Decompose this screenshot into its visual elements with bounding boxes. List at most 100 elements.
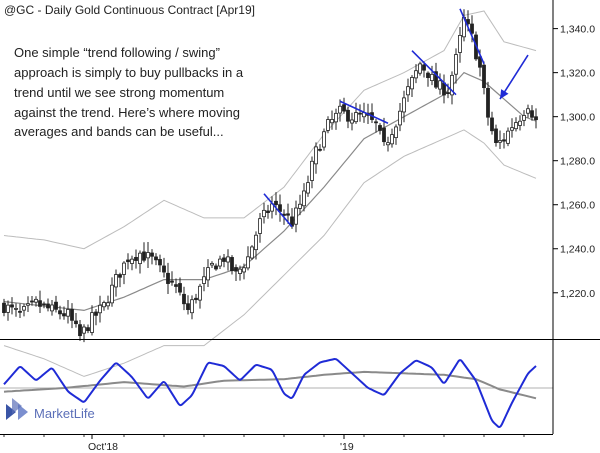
y-tick-label: 1,280.0 — [560, 156, 595, 168]
candle — [386, 136, 390, 152]
candle — [70, 303, 74, 329]
chart-title: @GC - Daily Gold Continuous Contract [Ap… — [4, 3, 255, 17]
candle — [298, 194, 302, 216]
candle — [126, 253, 130, 270]
annotation-line-5: averages and bands can be useful... — [14, 124, 224, 139]
candle — [322, 128, 326, 151]
y-tick-label: 1,240.0 — [560, 244, 595, 256]
candle — [54, 295, 58, 313]
candle — [330, 110, 334, 130]
candle — [106, 295, 110, 310]
y-axis-ticks: 1,220.0 1,240.0 1,260.0 1,280.0 1,300.0 1,320… — [553, 24, 595, 300]
candle — [130, 255, 134, 271]
candle — [486, 81, 490, 126]
candle — [262, 202, 266, 224]
candle — [234, 264, 238, 282]
fast-oscillator-line — [3, 358, 537, 429]
candle — [62, 306, 66, 320]
trend-lines — [263, 8, 529, 228]
candle — [334, 108, 338, 130]
candle — [274, 192, 278, 216]
logo-mark-icon — [6, 398, 28, 420]
trend-line — [459, 8, 485, 65]
candle — [498, 130, 502, 150]
candle — [450, 71, 454, 105]
candle — [122, 261, 126, 285]
candle — [58, 305, 62, 320]
oscillator-panel — [0, 358, 553, 429]
candle — [490, 111, 494, 135]
candle — [150, 249, 154, 265]
candle — [526, 104, 530, 118]
candle — [422, 61, 426, 78]
candle — [458, 26, 462, 63]
y-tick-label: 1,340.0 — [560, 24, 595, 36]
marketlife-logo: MarketLife — [6, 398, 95, 421]
candle — [214, 263, 218, 271]
candle — [142, 242, 146, 263]
candle — [250, 245, 254, 260]
candle — [222, 254, 226, 268]
candle — [310, 156, 314, 189]
candle — [182, 286, 186, 311]
annotation-text: One simple “trend following / swing” app… — [14, 45, 244, 139]
candle — [230, 255, 234, 275]
candle — [170, 271, 174, 286]
candle — [174, 278, 178, 294]
candle — [314, 142, 318, 174]
bollinger-bands — [3, 10, 537, 377]
moving-average-line — [3, 71, 537, 312]
candle — [118, 272, 122, 288]
candle — [510, 118, 514, 138]
annotation-line-1: One simple “trend following / swing” — [14, 45, 220, 60]
candle — [86, 324, 90, 334]
candle — [2, 298, 6, 317]
candle — [10, 297, 14, 315]
candle — [338, 99, 342, 122]
candle — [114, 269, 118, 297]
candle — [326, 116, 330, 134]
candle — [258, 213, 262, 243]
candle — [514, 117, 518, 132]
candle — [434, 62, 438, 90]
candle — [94, 309, 98, 326]
candle — [34, 296, 38, 307]
candle — [530, 105, 534, 121]
candle — [390, 128, 394, 148]
candle — [98, 295, 102, 323]
candle — [22, 303, 26, 317]
candle — [402, 90, 406, 123]
candle — [146, 241, 150, 269]
candle — [378, 123, 382, 135]
candle — [210, 261, 214, 268]
candle — [374, 118, 378, 133]
candle — [254, 231, 258, 260]
candle — [506, 127, 510, 147]
candle — [14, 303, 18, 317]
candle — [406, 78, 410, 102]
candle — [78, 319, 82, 341]
candle — [306, 175, 310, 197]
y-tick-label: 1,260.0 — [560, 200, 595, 212]
candle — [518, 115, 522, 131]
candle — [6, 300, 10, 321]
candle — [90, 305, 94, 336]
candle — [418, 61, 422, 76]
candle — [398, 103, 402, 132]
x-tick-label: Oct'18 — [88, 441, 118, 453]
annotation-line-3: trend until we see strong momentum — [14, 85, 224, 100]
candle — [454, 48, 458, 84]
candle — [30, 295, 34, 306]
lower-band-line — [3, 129, 537, 377]
candle — [50, 300, 54, 316]
candle — [42, 301, 46, 309]
candle — [26, 296, 30, 313]
candle — [414, 64, 418, 84]
candle — [194, 293, 198, 304]
candle — [206, 259, 210, 287]
candle — [158, 254, 162, 273]
candle — [166, 262, 170, 295]
candle — [294, 200, 298, 233]
candle — [154, 253, 158, 266]
